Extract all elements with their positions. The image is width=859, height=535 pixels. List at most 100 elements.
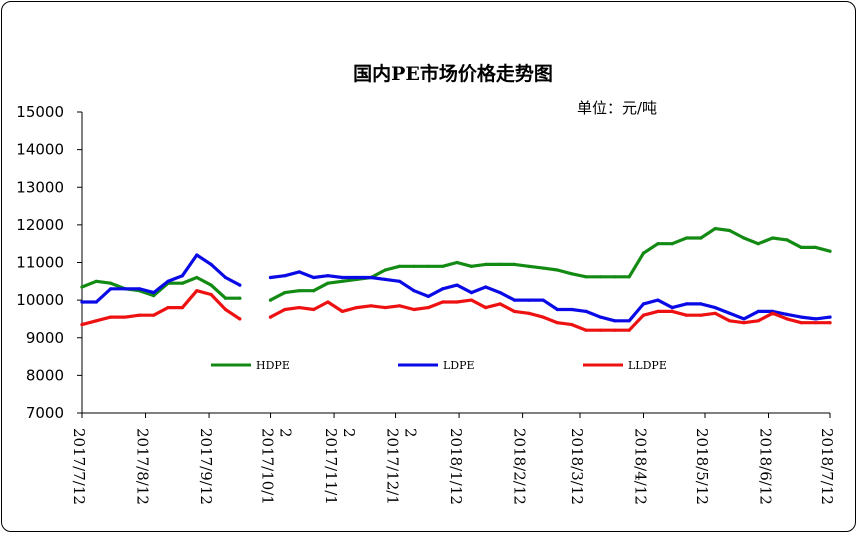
data-point-hdpe (541, 266, 545, 270)
data-point-lldpe (627, 328, 631, 332)
data-point-ldpe (426, 294, 430, 298)
data-point-hdpe (814, 245, 818, 249)
data-point-lldpe (484, 306, 488, 310)
data-point-ldpe (398, 279, 402, 283)
axes: 7000 8000 9000 10000 11000 12000 13000 14000 150… (16, 103, 836, 505)
data-point-hdpe (469, 264, 473, 268)
data-point-lldpe (455, 300, 459, 304)
data-point-ldpe (555, 307, 560, 312)
data-point-lldpe (238, 317, 242, 321)
data-point-ldpe (209, 262, 213, 266)
data-point-lldpe (742, 321, 746, 325)
x-tick-label: 2 (402, 428, 420, 438)
series-line-ldpe (268, 270, 832, 323)
series-line-hdpe (268, 227, 832, 302)
y-tick-label: 12000 (16, 216, 64, 234)
data-point-hdpe (223, 296, 228, 300)
data-point-hdpe (785, 238, 789, 242)
data-point-lldpe (785, 317, 789, 321)
x-tick-label: 2 (340, 428, 358, 438)
data-point-hdpe (484, 262, 488, 266)
data-point-ldpe (412, 289, 416, 293)
data-point-hdpe (297, 289, 301, 293)
data-point-ldpe (828, 315, 832, 319)
data-point-ldpe (268, 275, 273, 280)
y-tick-label: 15000 (16, 103, 64, 121)
series-line-lldpe (268, 298, 832, 332)
data-point-lldpe (137, 313, 141, 317)
data-point-lldpe (312, 307, 316, 312)
data-point-hdpe (312, 289, 316, 293)
data-point-hdpe (398, 264, 402, 268)
data-point-ldpe (180, 274, 184, 278)
data-point-hdpe (195, 275, 199, 280)
data-point-lldpe (584, 328, 588, 332)
data-point-ldpe (814, 317, 818, 321)
series-lldpe (80, 289, 832, 332)
data-point-lldpe (383, 306, 387, 310)
data-point-ldpe (80, 300, 84, 304)
data-point-lldpe (728, 319, 732, 323)
data-point-ldpe (670, 306, 674, 310)
data-point-hdpe (268, 298, 273, 302)
data-point-hdpe (771, 236, 775, 240)
legend-label-ldpe: LDPE (443, 359, 475, 372)
x-tick-label: 2018/2/12 (511, 428, 529, 505)
data-point-hdpe (555, 268, 560, 272)
x-tick-label: 2017/10/1 (259, 428, 277, 505)
data-point-hdpe (742, 236, 746, 240)
y-tick-label: 9000 (26, 329, 64, 347)
data-point-hdpe (713, 227, 717, 231)
data-point-lldpe (369, 304, 373, 308)
data-point-hdpe (109, 281, 113, 285)
data-point-hdpe (527, 264, 531, 268)
series-line-lldpe (80, 289, 242, 327)
data-point-lldpe (656, 309, 660, 313)
data-point-hdpe (426, 264, 430, 268)
data-point-ldpe (684, 302, 689, 306)
data-point-lldpe (527, 311, 531, 315)
data-point-hdpe (799, 245, 803, 249)
data-point-ldpe (598, 315, 603, 319)
y-tick-label: 10000 (16, 291, 64, 309)
data-point-hdpe (180, 281, 184, 285)
data-point-lldpe (828, 321, 832, 325)
data-point-ldpe (152, 291, 156, 295)
y-tick-label: 11000 (16, 254, 64, 272)
data-point-lldpe (152, 313, 156, 317)
x-tick-label: 2017/12/1 (384, 428, 402, 505)
data-point-ldpe (238, 283, 242, 287)
data-point-ldpe (223, 275, 228, 280)
x-tick-label: 2017/7/12 (70, 428, 88, 505)
data-point-ldpe (455, 283, 459, 287)
x-tick-label: 2018/3/12 (568, 428, 586, 505)
unit-label: 单位：元/吨 (577, 99, 657, 117)
data-point-hdpe (283, 291, 287, 295)
data-point-lldpe (512, 309, 517, 313)
data-point-lldpe (195, 289, 199, 293)
legend-label-lldpe: LLDPE (628, 359, 667, 372)
data-point-lldpe (109, 315, 113, 319)
data-point-ldpe (627, 319, 631, 323)
data-point-hdpe (684, 236, 689, 240)
data-point-lldpe (613, 328, 617, 332)
data-point-ldpe (799, 315, 803, 319)
data-point-hdpe (498, 262, 502, 266)
x-tick-label: 2018/1/12 (447, 428, 465, 505)
data-point-hdpe (728, 228, 732, 233)
data-point-hdpe (613, 275, 617, 279)
legend-item-ldpe: LDPE (398, 359, 475, 372)
series-layer (80, 227, 832, 332)
data-point-ldpe (383, 277, 387, 281)
data-point-hdpe (699, 236, 703, 240)
data-point-ldpe (340, 275, 344, 280)
data-point-lldpe (799, 321, 803, 325)
data-point-ldpe (756, 309, 760, 313)
data-point-ldpe (512, 298, 517, 302)
data-point-ldpe (728, 311, 732, 315)
data-point-ldpe (527, 298, 531, 302)
data-point-lldpe (355, 306, 359, 310)
data-point-hdpe (756, 242, 760, 246)
legend-item-hdpe: HDPE (211, 359, 290, 372)
data-point-hdpe (326, 281, 330, 285)
